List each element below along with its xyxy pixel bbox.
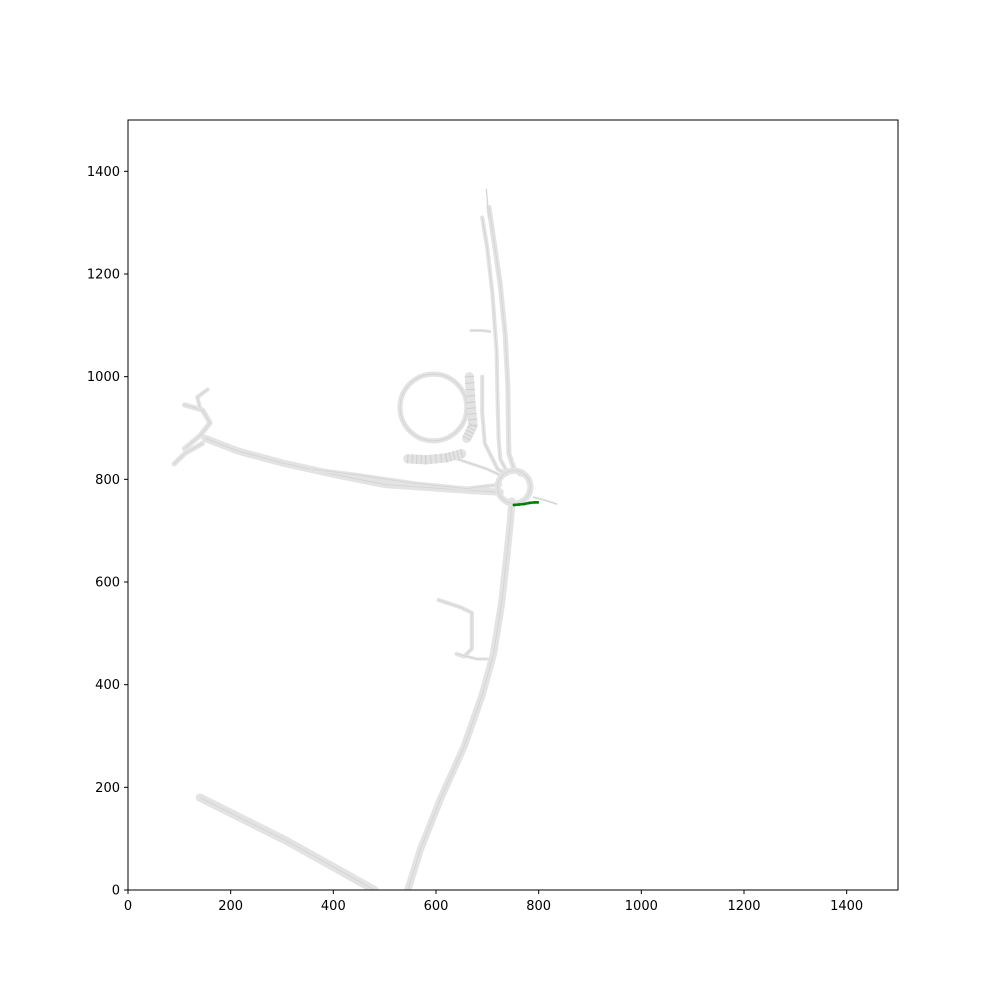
parking-bay-line	[467, 418, 478, 421]
x-tick-label: 600	[424, 899, 449, 914]
parking-bay-line	[464, 375, 475, 378]
y-tick-label: 1200	[87, 268, 120, 283]
road-north-road	[486, 204, 524, 477]
parking-bay-line	[466, 401, 476, 404]
parking-bay-line	[420, 454, 423, 465]
x-tick-label: 0	[124, 899, 132, 914]
axes-frame	[127, 119, 899, 891]
parking-bays-south	[403, 449, 467, 465]
x-tick-label: 800	[526, 899, 551, 914]
parking-bay-line	[411, 454, 414, 464]
trajectory-point	[536, 501, 540, 504]
road-southwest-road	[195, 793, 379, 890]
parking-bay-line	[463, 432, 473, 438]
parking-bay-line	[465, 382, 475, 384]
parking-bay-line	[467, 412, 477, 415]
road-west-road-ramp	[310, 467, 503, 491]
road-top-stub	[485, 188, 490, 219]
road-spur-top	[469, 328, 492, 334]
x-tick-label: 400	[321, 899, 346, 914]
parking-bay-line	[452, 451, 456, 461]
x-tick-label: 1000	[625, 899, 658, 914]
trajectory-point	[528, 501, 531, 505]
parking-bay-line	[444, 453, 448, 463]
parking-bay-line	[415, 454, 418, 464]
parking-bay-line	[435, 454, 437, 464]
y-tick-label: 1000	[87, 370, 120, 385]
trajectory-point	[517, 503, 521, 506]
y-tick-label: 200	[95, 781, 120, 796]
trajectory-point	[533, 501, 536, 504]
road-centerline	[184, 404, 211, 449]
road-centerline	[481, 217, 508, 472]
road-east-stub	[532, 496, 558, 506]
road-centerline	[456, 458, 501, 476]
map-layer	[171, 188, 558, 890]
parking-bays-east	[462, 372, 478, 443]
y-tick-label: 600	[95, 576, 120, 591]
parking-bay-line	[465, 395, 476, 397]
road-centerline	[173, 443, 203, 465]
parking-bay-line	[466, 407, 477, 410]
road-west-branch-b	[171, 440, 205, 467]
parking-bay-line	[468, 422, 478, 428]
parking-bay-line	[465, 388, 475, 391]
road-west-branch-a	[181, 402, 213, 452]
road-centerline	[196, 389, 208, 408]
parking-bay-line	[429, 454, 432, 464]
trajectory-point	[512, 503, 516, 507]
y-tick-label: 1400	[87, 165, 120, 180]
y-tick-label: 0	[112, 884, 120, 899]
parking-bay-line	[424, 455, 427, 465]
trajectory-point	[522, 502, 526, 506]
ring-edge	[497, 470, 531, 504]
road-centerline	[199, 797, 375, 890]
road-centerline	[470, 330, 490, 332]
road-centerline	[485, 189, 489, 218]
y-tick-label: 400	[95, 678, 120, 693]
y-tick-label: 800	[95, 473, 120, 488]
road-connector-ne	[480, 374, 509, 477]
x-tick-label: 1200	[727, 899, 760, 914]
parking-bay-line	[467, 426, 476, 432]
trajectory-layer	[512, 501, 540, 507]
x-tick-label: 200	[218, 899, 243, 914]
parking-bay-line	[456, 450, 460, 460]
y-axis: 0 200 400 600 800 1000 1200 1400	[87, 165, 128, 899]
parking-bay-line	[462, 435, 472, 441]
road-north-road-inner	[480, 215, 509, 474]
road-side-road-link	[454, 652, 489, 661]
parking-bay-line	[407, 454, 409, 464]
road-centerline	[456, 653, 488, 660]
parking-bay-line	[465, 429, 475, 435]
x-tick-label: 1400	[830, 899, 863, 914]
road-centerline	[488, 207, 521, 475]
road-south-road	[404, 497, 516, 890]
road-centerline	[533, 496, 557, 505]
x-axis: 0 200 400 600 800 1000 1200 1400	[124, 890, 863, 914]
parking-bay-line	[440, 453, 443, 463]
parking-bay-line	[448, 452, 452, 462]
road-west-branch-c	[195, 387, 210, 410]
road-connector-mid	[454, 457, 502, 477]
road-centerline	[481, 376, 507, 475]
road-centerline	[312, 468, 501, 490]
road-centerline	[407, 500, 513, 890]
road-roundabout	[494, 467, 534, 507]
parking-bay-line	[459, 449, 464, 459]
